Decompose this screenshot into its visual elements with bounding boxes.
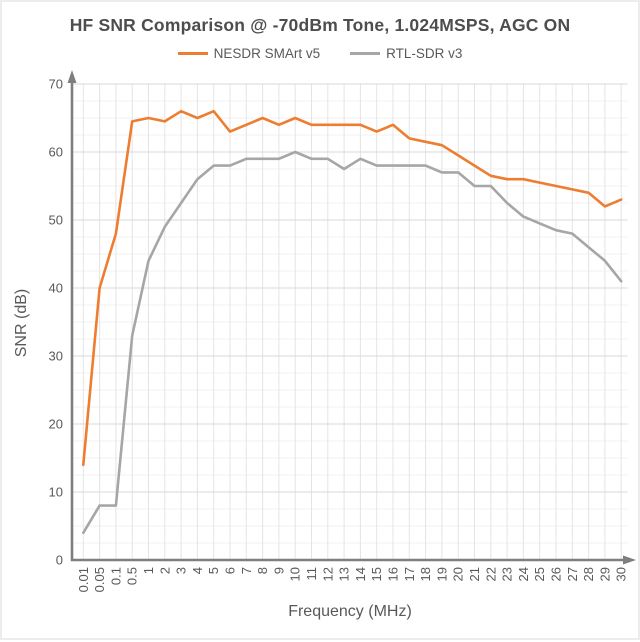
x-tick-label: 2 — [157, 567, 172, 574]
x-tick-label: 24 — [516, 567, 531, 581]
legend-line-swatch — [177, 52, 208, 55]
x-tick-label: 3 — [174, 567, 189, 574]
x-tick-label: 6 — [223, 567, 238, 574]
y-tick-labels: 0 10 20 30 40 50 60 70 — [49, 77, 63, 568]
y-tick-label: 20 — [49, 417, 63, 432]
x-tick-label: 10 — [288, 567, 303, 581]
y-tick-label: 70 — [49, 77, 63, 92]
x-axis-arrow-icon — [623, 555, 636, 565]
x-tick-label: 25 — [532, 567, 547, 581]
legend: NESDR SMArt v5 RTL-SDR v3 — [2, 46, 638, 61]
x-tick-label: 18 — [418, 567, 433, 581]
x-tick-label: 0.5 — [125, 567, 140, 585]
legend-item-0: NESDR SMArt v5 — [177, 46, 321, 61]
chart-title: HF SNR Comparison @ -70dBm Tone, 1.024MS… — [69, 15, 571, 35]
x-tick-label: 14 — [353, 567, 368, 581]
y-axis-arrow-icon — [67, 70, 77, 83]
x-tick-label: 16 — [386, 567, 401, 581]
x-tick-label: 0.01 — [76, 567, 91, 592]
y-tick-label: 40 — [49, 281, 63, 296]
x-tick-label: 13 — [337, 567, 352, 581]
x-gridlines — [82, 84, 622, 560]
x-tick-label: 4 — [190, 567, 205, 574]
y-minor-gridlines — [72, 100, 628, 544]
x-tick-label: 20 — [451, 567, 466, 581]
x-tick-label: 15 — [369, 567, 384, 581]
x-tick-label: 5 — [206, 567, 221, 574]
x-tick-label: 0.1 — [108, 567, 123, 585]
x-tick-label: 19 — [434, 567, 449, 581]
x-tick-label: 26 — [549, 567, 564, 581]
x-axis-title: Frequency (MHz) — [288, 603, 412, 620]
x-tick-label: 28 — [581, 567, 596, 581]
x-tick-label: 23 — [500, 567, 515, 581]
x-tick-label: 9 — [271, 567, 286, 574]
x-tick-label: 8 — [255, 567, 270, 574]
axes — [67, 70, 636, 565]
x-tick-label: 30 — [614, 567, 629, 581]
series-line-0 — [82, 109, 623, 467]
x-tick-labels: 0.01 0.05 0.1 0.5 1 2 3 4 5 6 7 8 9 10 11 12 13 14 15 16 17 1… — [76, 567, 629, 592]
x-tick-label: 7 — [239, 567, 254, 574]
y-major-gridlines — [72, 83, 628, 493]
x-tick-label: 0.05 — [92, 567, 107, 592]
x-tick-label: 17 — [402, 567, 417, 581]
x-tick-label: 21 — [467, 567, 482, 581]
x-tick-label: 27 — [565, 567, 580, 581]
legend-item-1: RTL-SDR v3 — [350, 46, 462, 61]
y-tick-label: 50 — [49, 213, 63, 228]
legend-label: RTL-SDR v3 — [386, 46, 463, 61]
x-tick-label: 1 — [141, 567, 156, 574]
y-axis-title: SNR (dB) — [13, 288, 30, 358]
y-tick-label: 0 — [56, 553, 63, 568]
legend-label: NESDR SMArt v5 — [213, 46, 321, 61]
y-tick-label: 30 — [49, 349, 63, 364]
series-line-1 — [82, 150, 623, 535]
y-tick-label: 60 — [49, 145, 63, 160]
x-tick-label: 11 — [304, 567, 319, 581]
legend-line-swatch — [350, 52, 381, 55]
y-tick-label: 10 — [49, 485, 63, 500]
x-tick-label: 12 — [320, 567, 335, 581]
x-tick-label: 22 — [483, 567, 498, 581]
x-tick-label: 29 — [597, 567, 612, 581]
